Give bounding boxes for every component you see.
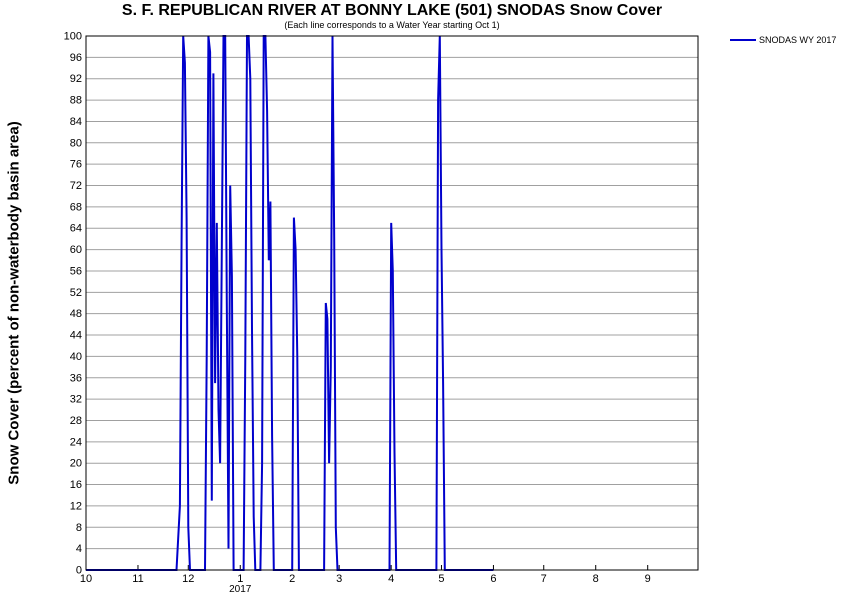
y-tick-label: 60	[70, 244, 82, 256]
x-tick-label: 5	[438, 573, 444, 585]
y-tick-label: 4	[76, 543, 82, 555]
y-tick-label: 8	[76, 522, 82, 534]
x-tick-label: 8	[593, 573, 599, 585]
x-tick-label: 4	[388, 573, 394, 585]
y-tick-label: 52	[70, 287, 82, 299]
y-tick-label: 16	[70, 479, 82, 491]
y-tick-label: 72	[70, 180, 82, 192]
legend: SNODAS WY 2017	[730, 35, 836, 45]
y-tick-label: 96	[70, 52, 82, 64]
y-tick-label: 32	[70, 394, 82, 406]
x-tick-label: 7	[541, 573, 547, 585]
y-tick-label: 92	[70, 73, 82, 85]
x-tick-label: 9	[645, 573, 651, 585]
y-tick-label: 0	[76, 565, 82, 577]
legend-label: SNODAS WY 2017	[759, 35, 837, 45]
legend-swatch	[730, 39, 756, 41]
x-year-label: 2017	[229, 584, 252, 595]
series-group	[86, 35, 494, 571]
plot-frame	[85, 35, 699, 571]
y-tick-label: 28	[70, 415, 82, 427]
y-tick-label: 76	[70, 159, 82, 171]
x-tick-label: 1	[237, 573, 243, 585]
grid	[86, 56, 698, 550]
y-tick-label: 20	[70, 458, 82, 470]
y-tick-label: 36	[70, 372, 82, 384]
y-tick-label: 40	[70, 351, 82, 363]
y-tick-label: 44	[70, 330, 82, 342]
x-tick-label: 11	[132, 573, 143, 585]
y-tick-label: 24	[70, 436, 82, 448]
y-ticks: 0481216202428323640444852566064687276808…	[64, 31, 82, 577]
y-tick-label: 84	[70, 116, 82, 128]
y-tick-label: 88	[70, 95, 82, 107]
series-line	[86, 35, 494, 571]
y-tick-label: 68	[70, 201, 82, 213]
x-tick-label: 6	[490, 573, 496, 585]
x-tick-label: 12	[182, 573, 194, 585]
y-tick-label: 48	[70, 308, 82, 320]
y-tick-label: 80	[70, 137, 82, 149]
chart-title: S. F. REPUBLICAN RIVER AT BONNY LAKE (50…	[121, 2, 663, 19]
x-tick-label: 3	[336, 573, 342, 585]
y-tick-label: 64	[70, 223, 82, 235]
chart-subtitle: (Each line corresponds to a Water Year s…	[284, 20, 500, 30]
y-tick-label: 100	[64, 31, 82, 43]
x-tick-label: 2	[289, 573, 295, 585]
y-tick-label: 12	[70, 500, 82, 512]
x-tick-label: 10	[80, 573, 92, 585]
y-tick-label: 56	[70, 265, 82, 277]
